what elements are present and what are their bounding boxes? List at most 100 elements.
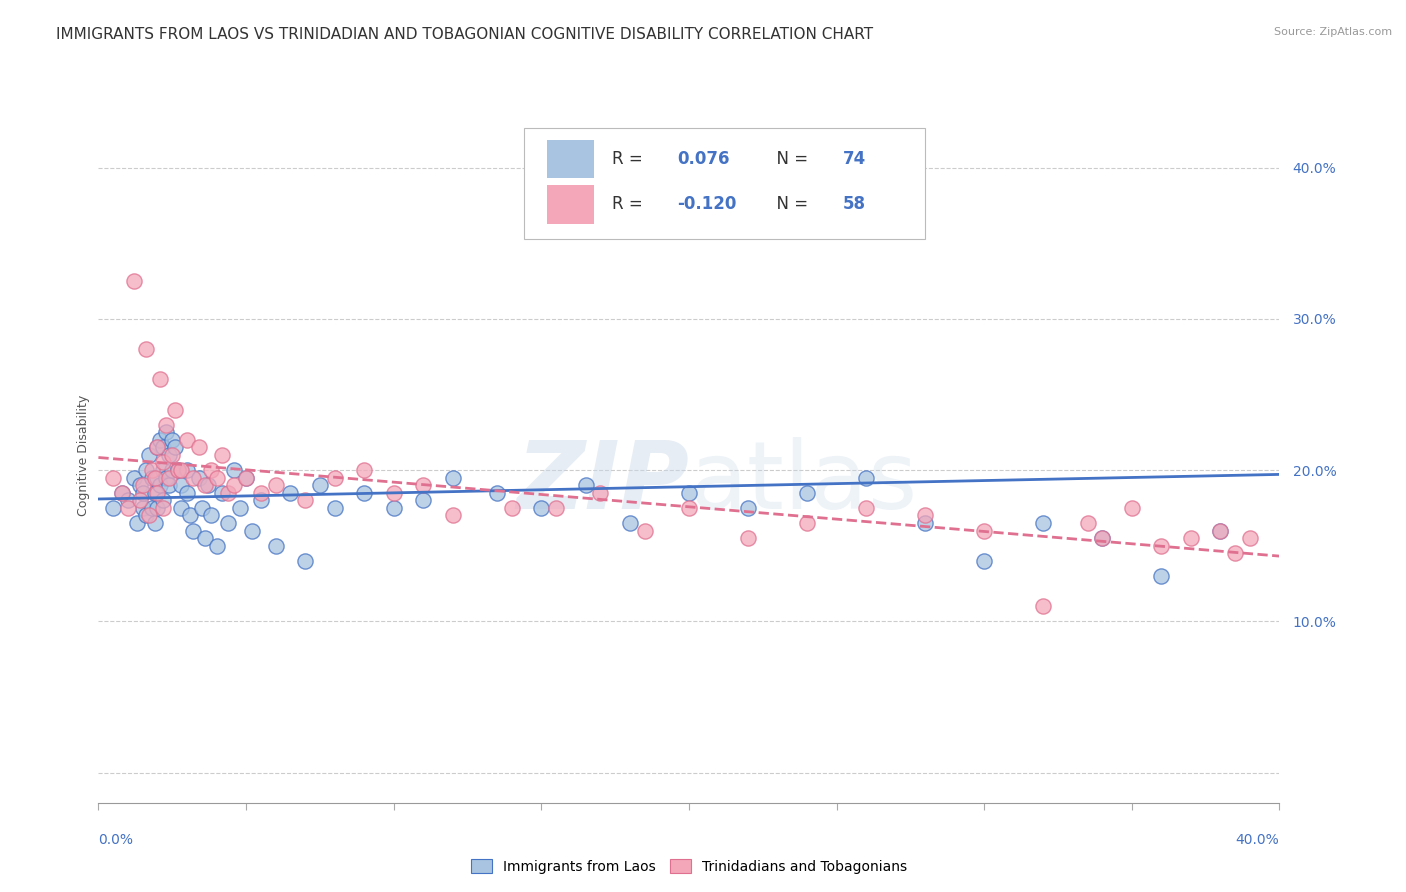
Point [796, 516, 818, 530]
Point [1032, 516, 1054, 530]
Point [412, 478, 434, 492]
Point [143, 485, 166, 500]
Point [135, 342, 157, 356]
Point [149, 372, 172, 386]
Point [973, 554, 995, 568]
Point [1209, 524, 1232, 538]
Point [165, 402, 187, 417]
Text: 0.0%: 0.0% [98, 833, 134, 847]
Point [111, 485, 134, 500]
Point [914, 516, 936, 530]
Point [141, 463, 163, 477]
Point [103, 470, 125, 484]
Text: 58: 58 [842, 195, 866, 213]
Point [152, 463, 174, 477]
Text: R =: R = [612, 195, 648, 213]
Point [170, 478, 193, 492]
Point [1121, 500, 1143, 515]
Point [167, 463, 190, 477]
Point [162, 448, 183, 462]
Point [323, 500, 346, 515]
Point [382, 485, 405, 500]
Point [117, 493, 139, 508]
Point [152, 455, 174, 469]
Point [170, 500, 193, 515]
Point [353, 485, 375, 500]
Point [117, 500, 139, 515]
Point [737, 531, 759, 545]
Point [165, 441, 187, 455]
Point [152, 441, 174, 455]
Point [1077, 516, 1099, 530]
Point [589, 485, 612, 500]
Point [1032, 599, 1054, 614]
Point [1150, 539, 1173, 553]
Point [162, 433, 183, 447]
Text: N =: N = [766, 195, 813, 213]
Point [155, 417, 177, 432]
Point [205, 470, 228, 484]
Point [486, 485, 509, 500]
Point [678, 500, 700, 515]
Point [633, 524, 655, 538]
Text: 74: 74 [842, 150, 866, 169]
Point [211, 448, 233, 462]
Point [179, 508, 201, 523]
Point [197, 478, 219, 492]
Point [128, 493, 150, 508]
Point [217, 485, 239, 500]
Point [441, 508, 464, 523]
Text: R =: R = [612, 150, 648, 169]
Point [235, 470, 257, 484]
Point [1091, 531, 1114, 545]
Legend: Immigrants from Laos, Trinidadians and Tobagonians: Immigrants from Laos, Trinidadians and T… [465, 854, 912, 880]
Point [155, 425, 177, 440]
Point [157, 448, 180, 462]
Point [146, 441, 169, 455]
Point [250, 493, 273, 508]
Point [138, 448, 160, 462]
Point [1180, 531, 1202, 545]
Point [855, 470, 877, 484]
Point [412, 493, 434, 508]
Point [141, 470, 163, 484]
Point [294, 554, 316, 568]
Point [973, 524, 995, 538]
Text: -0.120: -0.120 [678, 195, 737, 213]
Point [294, 493, 316, 508]
Point [187, 441, 209, 455]
Point [135, 508, 157, 523]
Point [217, 516, 239, 530]
Point [170, 463, 193, 477]
Point [132, 485, 155, 500]
Point [1223, 546, 1246, 560]
Point [152, 493, 174, 508]
Point [224, 478, 246, 492]
Point [162, 463, 183, 477]
Point [200, 508, 222, 523]
Point [146, 500, 169, 515]
Point [382, 500, 405, 515]
Point [530, 500, 553, 515]
Point [619, 516, 641, 530]
Point [167, 463, 190, 477]
Text: atlas: atlas [689, 437, 917, 529]
Point [796, 485, 818, 500]
Point [122, 274, 145, 288]
Point [176, 485, 198, 500]
Point [200, 463, 222, 477]
Point [122, 470, 145, 484]
Point [1209, 524, 1232, 538]
Point [501, 500, 523, 515]
Y-axis label: Cognitive Disability: Cognitive Disability [77, 394, 90, 516]
Point [855, 500, 877, 515]
Point [240, 524, 263, 538]
Point [135, 463, 157, 477]
Point [235, 470, 257, 484]
Point [194, 531, 217, 545]
Point [141, 500, 163, 515]
Text: 40.0%: 40.0% [1236, 833, 1279, 847]
FancyBboxPatch shape [523, 128, 925, 239]
Point [132, 478, 155, 492]
Point [143, 516, 166, 530]
